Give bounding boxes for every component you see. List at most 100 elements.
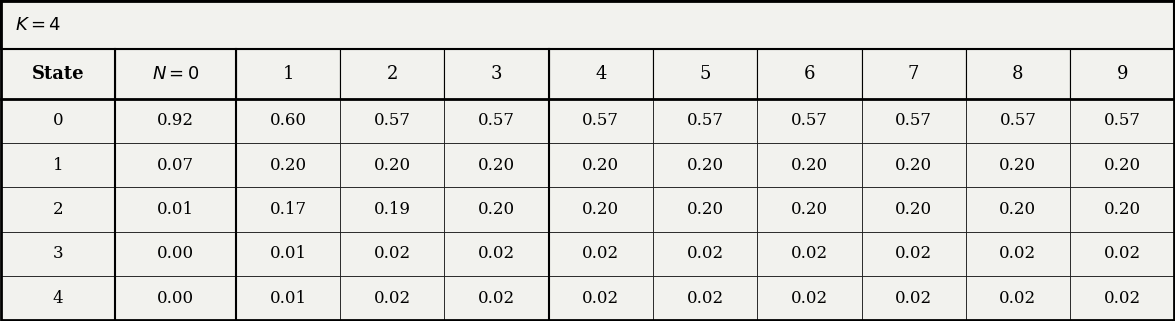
Bar <box>115 49 236 99</box>
Text: 0.20: 0.20 <box>686 157 724 174</box>
Text: 0.57: 0.57 <box>583 112 619 129</box>
Text: 0: 0 <box>53 112 63 129</box>
Bar <box>757 276 861 320</box>
Text: 0.20: 0.20 <box>583 157 619 174</box>
Bar <box>757 49 861 99</box>
Text: 0.20: 0.20 <box>791 201 828 218</box>
Text: 0.20: 0.20 <box>478 157 515 174</box>
Bar <box>1070 49 1174 99</box>
Text: 0.20: 0.20 <box>583 201 619 218</box>
Text: 4: 4 <box>596 65 606 83</box>
Bar <box>549 232 653 276</box>
Bar <box>653 99 757 143</box>
Text: 3: 3 <box>53 245 63 262</box>
Text: 0.02: 0.02 <box>895 290 932 307</box>
Bar <box>757 99 861 143</box>
Text: 0.02: 0.02 <box>895 245 932 262</box>
Bar <box>653 232 757 276</box>
Bar <box>966 187 1070 232</box>
Text: 1: 1 <box>282 65 294 83</box>
Bar <box>236 187 341 232</box>
Text: 0.57: 0.57 <box>374 112 411 129</box>
Text: 0.01: 0.01 <box>269 290 307 307</box>
Bar <box>1070 232 1174 276</box>
Text: 0.07: 0.07 <box>157 157 194 174</box>
Bar <box>444 232 549 276</box>
Bar <box>341 143 444 187</box>
Text: 0.02: 0.02 <box>583 290 619 307</box>
Text: 2: 2 <box>53 201 63 218</box>
Bar <box>549 276 653 320</box>
Bar <box>341 49 444 99</box>
Text: 0.02: 0.02 <box>478 245 515 262</box>
Bar <box>966 276 1070 320</box>
Text: 0.60: 0.60 <box>269 112 307 129</box>
Bar <box>1070 143 1174 187</box>
Bar <box>444 187 549 232</box>
Text: 0.20: 0.20 <box>686 201 724 218</box>
Bar <box>341 99 444 143</box>
Bar <box>549 187 653 232</box>
Text: 0.02: 0.02 <box>1000 290 1036 307</box>
Bar <box>653 49 757 99</box>
Text: 0.02: 0.02 <box>686 245 724 262</box>
Bar <box>966 49 1070 99</box>
Text: 0.19: 0.19 <box>374 201 411 218</box>
Text: 8: 8 <box>1012 65 1023 83</box>
Bar <box>115 187 236 232</box>
Text: 0.20: 0.20 <box>791 157 828 174</box>
Bar <box>1 143 115 187</box>
Bar <box>1 232 115 276</box>
Text: 0.20: 0.20 <box>269 157 307 174</box>
Text: 0.02: 0.02 <box>791 245 828 262</box>
Text: 0.57: 0.57 <box>1000 112 1036 129</box>
Text: 0.20: 0.20 <box>374 157 411 174</box>
Bar <box>236 49 341 99</box>
Text: 0.57: 0.57 <box>478 112 515 129</box>
Bar <box>1070 276 1174 320</box>
Text: 0.57: 0.57 <box>895 112 932 129</box>
Text: 7: 7 <box>908 65 919 83</box>
Bar <box>966 99 1070 143</box>
Text: 0.02: 0.02 <box>374 290 411 307</box>
Bar <box>1070 99 1174 143</box>
Bar <box>966 143 1070 187</box>
Text: 0.20: 0.20 <box>1103 201 1141 218</box>
Bar <box>1 276 115 320</box>
Text: 2: 2 <box>387 65 398 83</box>
Text: 0.01: 0.01 <box>269 245 307 262</box>
Text: 4: 4 <box>53 290 63 307</box>
Text: 0.00: 0.00 <box>157 290 194 307</box>
Bar <box>115 232 236 276</box>
Text: 6: 6 <box>804 65 815 83</box>
Text: 0.57: 0.57 <box>791 112 828 129</box>
Text: 0.20: 0.20 <box>478 201 515 218</box>
Bar <box>236 232 341 276</box>
Text: 0.02: 0.02 <box>1000 245 1036 262</box>
Bar <box>861 143 966 187</box>
Bar <box>1 99 115 143</box>
Text: 0.02: 0.02 <box>374 245 411 262</box>
Bar <box>861 232 966 276</box>
Text: 0.02: 0.02 <box>791 290 828 307</box>
Bar <box>115 99 236 143</box>
Bar <box>444 276 549 320</box>
Text: 0.02: 0.02 <box>583 245 619 262</box>
Bar <box>341 187 444 232</box>
Text: 0.20: 0.20 <box>1000 157 1036 174</box>
Text: 0.01: 0.01 <box>157 201 194 218</box>
Bar <box>341 276 444 320</box>
Bar <box>653 187 757 232</box>
Bar <box>1 187 115 232</box>
Bar <box>966 232 1070 276</box>
Text: 0.57: 0.57 <box>1103 112 1141 129</box>
Text: 0.20: 0.20 <box>895 157 932 174</box>
Bar <box>653 276 757 320</box>
Bar <box>861 187 966 232</box>
Bar <box>757 187 861 232</box>
Text: 0.20: 0.20 <box>1103 157 1141 174</box>
Bar <box>549 49 653 99</box>
Bar <box>236 99 341 143</box>
Text: 0.02: 0.02 <box>1103 290 1141 307</box>
Bar <box>115 276 236 320</box>
